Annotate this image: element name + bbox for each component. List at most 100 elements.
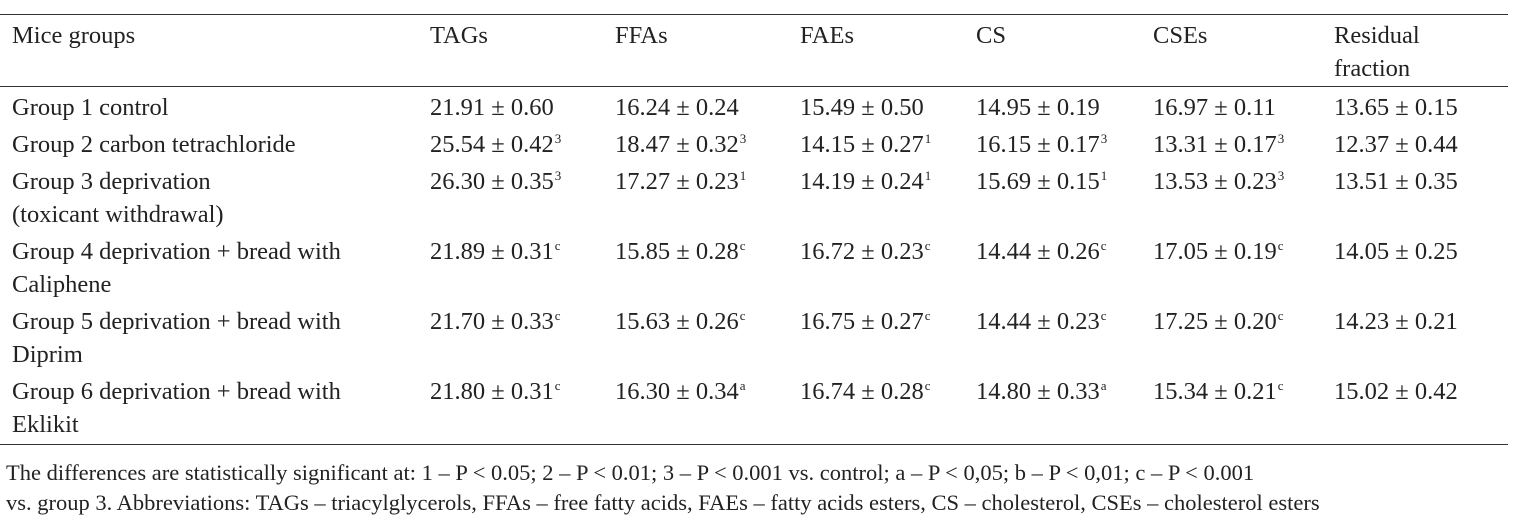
tags-significance-mark: c [554, 308, 561, 323]
cell-faes: 16.75 ± 0.27c [800, 303, 976, 373]
cses-significance-mark: c [1277, 378, 1284, 393]
cell-mice-group: Group 4 deprivation + bread with Caliphen… [0, 233, 430, 303]
faes-value: 14.19 ± 0.24 [800, 168, 924, 195]
cses-value: 15.34 ± 0.21 [1153, 378, 1277, 405]
cses-value: 13.31 ± 0.17 [1153, 131, 1277, 158]
cses-significance-mark: c [1277, 308, 1284, 323]
group-name-line2: (toxicant withdrawal) [12, 201, 224, 228]
cell-ffas: 16.30 ± 0.34a [615, 373, 800, 445]
faes-value: 14.15 ± 0.27 [800, 131, 924, 158]
cses-value: 17.05 ± 0.19 [1153, 238, 1277, 265]
faes-value: 16.75 ± 0.27 [800, 308, 924, 335]
group-name-line1: Group 2 carbon tetrachloride [12, 131, 296, 158]
tags-value: 21.89 ± 0.31 [430, 238, 554, 265]
residual-value: 15.02 ± 0.42 [1334, 378, 1458, 405]
residual-value: 13.65 ± 0.15 [1334, 94, 1458, 121]
cell-cs: 16.15 ± 0.173 [976, 126, 1153, 163]
ffas-significance-mark: c [739, 308, 746, 323]
cell-mice-group: Group 5 deprivation + bread with Diprim [0, 303, 430, 373]
cell-ffas: 17.27 ± 0.231 [615, 163, 800, 233]
faes-significance-mark: c [924, 378, 931, 393]
cell-faes: 15.49 ± 0.50 [800, 87, 976, 127]
header-faes: FAEs [800, 22, 855, 49]
cs-value: 16.15 ± 0.17 [976, 131, 1100, 158]
footnote-line1: The differences are statistically signif… [6, 460, 1255, 485]
tags-significance-mark: 3 [554, 131, 562, 146]
cses-value: 13.53 ± 0.23 [1153, 168, 1277, 195]
cell-tags: 21.70 ± 0.33c [430, 303, 615, 373]
residual-value: 13.51 ± 0.35 [1334, 168, 1458, 195]
ffas-significance-mark: a [739, 378, 746, 393]
cell-mice-group: Group 1 control [0, 87, 430, 127]
faes-value: 16.72 ± 0.23 [800, 238, 924, 265]
table-row: Group 1 control 21.91 ± 0.60 16.24 ± 0.24 1… [0, 87, 1508, 127]
header-residual-line2: fraction [1334, 55, 1411, 82]
table-row: Group 6 deprivation + bread with Eklikit 2… [0, 373, 1508, 445]
cell-faes: 14.15 ± 0.271 [800, 126, 976, 163]
cell-cs: 14.44 ± 0.26c [976, 233, 1153, 303]
cs-significance-mark: 3 [1100, 131, 1108, 146]
table-row: Group 5 deprivation + bread with Diprim 21… [0, 303, 1508, 373]
cses-value: 17.25 ± 0.20 [1153, 308, 1277, 335]
cell-residual-fraction: 15.02 ± 0.42 [1334, 373, 1508, 445]
cs-significance-mark: 1 [1100, 168, 1108, 183]
cell-ffas: 18.47 ± 0.323 [615, 126, 800, 163]
header-mice-groups: Mice groups [12, 22, 136, 49]
table-row: Group 4 deprivation + bread with Caliphen… [0, 233, 1508, 303]
ffas-value: 16.24 ± 0.24 [615, 94, 739, 121]
ffas-significance-mark: c [739, 238, 746, 253]
residual-value: 14.05 ± 0.25 [1334, 238, 1458, 265]
table-row: Group 2 carbon tetrachloride 25.54 ± 0.42… [0, 126, 1508, 163]
tags-value: 21.80 ± 0.31 [430, 378, 554, 405]
table-row: Group 3 deprivation (toxicant withdrawal)… [0, 163, 1508, 233]
cell-ffas: 15.85 ± 0.28c [615, 233, 800, 303]
ffas-significance-mark: 3 [739, 131, 747, 146]
footnote-line2: vs. group 3. Abbreviations: TAGs – triac… [6, 490, 1320, 515]
cell-cs: 15.69 ± 0.151 [976, 163, 1153, 233]
cell-residual-fraction: 13.65 ± 0.15 [1334, 87, 1508, 127]
cell-cs: 14.80 ± 0.33a [976, 373, 1153, 445]
cell-residual-fraction: 14.05 ± 0.25 [1334, 233, 1508, 303]
cell-tags: 26.30 ± 0.353 [430, 163, 615, 233]
header-cses: CSEs [1153, 22, 1208, 49]
cs-value: 14.44 ± 0.26 [976, 238, 1100, 265]
tags-significance-mark: c [554, 238, 561, 253]
group-name-line2: Caliphene [12, 271, 112, 298]
cell-cses: 13.53 ± 0.233 [1153, 163, 1334, 233]
group-name-line2: Eklikit [12, 411, 79, 438]
ffas-value: 18.47 ± 0.32 [615, 131, 739, 158]
cell-cses: 15.34 ± 0.21c [1153, 373, 1334, 445]
cell-cs: 14.95 ± 0.19 [976, 87, 1153, 127]
faes-significance-mark: 1 [924, 131, 932, 146]
cell-faes: 14.19 ± 0.241 [800, 163, 976, 233]
header-cs: CS [976, 22, 1006, 49]
cell-cses: 16.97 ± 0.11 [1153, 87, 1334, 127]
cell-mice-group: Group 6 deprivation + bread with Eklikit [0, 373, 430, 445]
cs-significance-mark: c [1100, 308, 1107, 323]
table-footnote: The differences are statistically signif… [6, 458, 1516, 518]
tags-value: 26.30 ± 0.35 [430, 168, 554, 195]
cses-significance-mark: c [1277, 238, 1284, 253]
tags-value: 21.91 ± 0.60 [430, 94, 554, 121]
table-header: Mice groups TAGs FFAs FAEs CS CSEs Resid… [0, 14, 1508, 87]
cell-residual-fraction: 13.51 ± 0.35 [1334, 163, 1508, 233]
cs-significance-mark: c [1100, 238, 1107, 253]
residual-value: 14.23 ± 0.21 [1334, 308, 1458, 335]
residual-value: 12.37 ± 0.44 [1334, 131, 1458, 158]
group-name-line2: Diprim [12, 341, 83, 368]
cs-value: 14.44 ± 0.23 [976, 308, 1100, 335]
ffas-value: 17.27 ± 0.23 [615, 168, 739, 195]
group-name-line1: Group 3 deprivation [12, 168, 211, 195]
ffas-value: 15.85 ± 0.28 [615, 238, 739, 265]
cell-residual-fraction: 12.37 ± 0.44 [1334, 126, 1508, 163]
group-name-line1: Group 6 deprivation + bread with [12, 378, 341, 405]
header-residual-fraction: Residual fraction [1334, 15, 1508, 87]
tags-value: 21.70 ± 0.33 [430, 308, 554, 335]
header-tags: TAGs [430, 22, 488, 49]
cell-faes: 16.74 ± 0.28c [800, 373, 976, 445]
cell-tags: 25.54 ± 0.423 [430, 126, 615, 163]
cses-significance-mark: 3 [1277, 131, 1285, 146]
cses-significance-mark: 3 [1277, 168, 1285, 183]
cell-cs: 14.44 ± 0.23c [976, 303, 1153, 373]
ffas-significance-mark: 1 [739, 168, 747, 183]
